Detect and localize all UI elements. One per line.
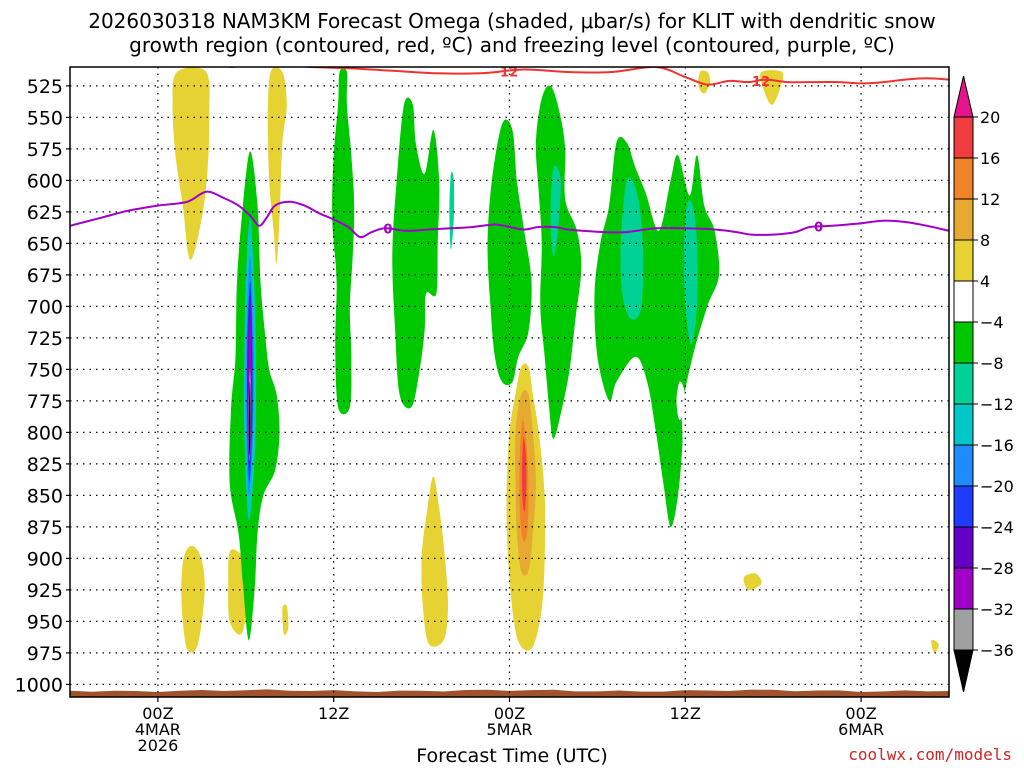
- x-tick-label-6-1: 4MAR: [135, 720, 181, 739]
- colorbar-band-1: [953, 157, 974, 200]
- colorbar-band-3: [953, 239, 974, 282]
- omega-region-22-rising: [620, 177, 644, 320]
- colorbar-label-10: −24: [980, 518, 1014, 537]
- omega-region-17-rising: [487, 119, 532, 386]
- ground-terrain: [70, 689, 949, 697]
- colorbar-label-11: −28: [980, 559, 1014, 578]
- y-tick-label-975: 975: [27, 643, 63, 665]
- colorbar-label-4: 4: [980, 272, 990, 291]
- y-tick-label-550: 550: [27, 107, 63, 129]
- colorbar-band-6: [953, 362, 974, 405]
- x-tick-label-54-1: 6MAR: [838, 720, 884, 739]
- colorbar-label-5: −4: [980, 313, 1004, 332]
- freezing-level-contour-label-1: 0: [814, 221, 823, 236]
- chart-title-line-1: 2026030318 NAM3KM Forecast Omega (shaded…: [88, 9, 936, 33]
- colorbar-bottom-arrow: [953, 649, 974, 693]
- colorbar-label-12: −32: [980, 600, 1014, 619]
- y-tick-label-775: 775: [27, 391, 63, 413]
- grid-layer: [70, 67, 949, 697]
- y-tick-label-725: 725: [27, 328, 63, 350]
- colorbar-band-4: [953, 280, 974, 323]
- omega-region-9-sinking: [931, 639, 939, 653]
- omega-region-15-rising: [332, 67, 355, 415]
- colorbar-band-10: [953, 526, 974, 569]
- omega-shading-layer: [70, 67, 949, 697]
- y-tick-label-650: 650: [27, 233, 63, 255]
- omega-region-18-rising: [535, 85, 582, 439]
- chart-title-line-2: growth region (contoured, red, ºC) and f…: [129, 33, 895, 57]
- omega-region-21-rising: [550, 165, 561, 257]
- colorbar-band-12: [953, 608, 974, 651]
- y-tick-label-850: 850: [27, 485, 63, 507]
- y-tick-label-625: 625: [27, 202, 63, 224]
- y-tick-label-1000: 1000: [15, 674, 63, 696]
- dendritic-minus12-contour-label-1: −12: [741, 75, 770, 90]
- x-tick-label-54-0: 00Z: [845, 704, 876, 723]
- omega-region-6-sinking: [282, 604, 289, 635]
- y-tick-label-925: 925: [27, 580, 63, 602]
- dendritic-minus12-contour-label-0: −12: [489, 65, 518, 80]
- omega-region-23-rising: [683, 200, 698, 345]
- omega-region-30-rising: [248, 381, 251, 456]
- x-tick-label-6-2: 2026: [138, 736, 179, 755]
- colorbar-label-7: −12: [980, 395, 1014, 414]
- colorbar-top-arrow: [953, 75, 974, 118]
- y-tick-label-600: 600: [27, 170, 63, 192]
- contour-layer: −12 −12 0 0: [70, 65, 949, 239]
- omega-region-13-sinking: [521, 438, 527, 512]
- colorbar-band-7: [953, 403, 974, 446]
- colorbar-label-1: 16: [980, 149, 1000, 168]
- omega-region-8-sinking: [743, 573, 762, 591]
- colorbar-label-2: 12: [980, 190, 1000, 209]
- credit-link[interactable]: coolwx.com/models: [848, 745, 1012, 764]
- colorbar-band-0: [953, 116, 974, 159]
- omega-region-0-sinking: [172, 67, 210, 260]
- omega-region-19-rising: [594, 136, 720, 528]
- freezing-level-contour-label-0: 0: [383, 223, 392, 238]
- omega-region-7-sinking: [421, 476, 449, 647]
- x-tick-label-30-1: 5MAR: [486, 720, 532, 739]
- omega-region-4-sinking: [181, 545, 205, 653]
- y-tick-label-825: 825: [27, 454, 63, 476]
- colorbar-band-8: [953, 444, 974, 487]
- omega-region-2-sinking: [698, 70, 711, 94]
- x-tick-label-18-0: 12Z: [318, 704, 349, 723]
- y-tick-label-750: 750: [27, 359, 63, 381]
- x-tick-label-6-0: 00Z: [142, 704, 173, 723]
- x-tick-label-42-0: 12Z: [670, 704, 701, 723]
- colorbar-label-13: −36: [980, 641, 1014, 660]
- y-tick-label-525: 525: [27, 76, 63, 98]
- y-tick-label-800: 800: [27, 422, 63, 444]
- colorbar-band-9: [953, 485, 974, 528]
- y-tick-label-900: 900: [27, 548, 63, 570]
- colorbar-label-0: 20: [980, 108, 1000, 127]
- dendritic-minus12-contour: [229, 67, 949, 86]
- x-axis-label: Forecast Time (UTC): [416, 745, 608, 767]
- y-tick-label-700: 700: [27, 296, 63, 318]
- omega-region-1-sinking: [267, 67, 287, 264]
- y-tick-label-675: 675: [27, 265, 63, 287]
- colorbar-band-2: [953, 198, 974, 241]
- y-tick-label-950: 950: [27, 611, 63, 633]
- colorbar-band-11: [953, 567, 974, 610]
- freezing-level-contour: [70, 190, 949, 239]
- omega-region-16-rising: [392, 97, 440, 409]
- omega-region-20-rising: [449, 171, 455, 250]
- colorbar-label-8: −16: [980, 436, 1014, 455]
- y-tick-label-575: 575: [27, 139, 63, 161]
- y-tick-label-875: 875: [27, 517, 63, 539]
- colorbar-label-3: 8: [980, 231, 990, 250]
- colorbar-band-5: [953, 321, 974, 364]
- x-tick-label-30-0: 00Z: [494, 704, 525, 723]
- colorbar-label-6: −8: [980, 354, 1004, 373]
- axis-layer: 525 550 575 600 625 650 675 700 725 750 775 800 825 8…: [15, 76, 884, 755]
- colorbar-label-9: −20: [980, 477, 1014, 496]
- colorbar: 20 16 12 8 4 −4 −8 −12 −16 −20 −24 −28 −32 −36: [953, 75, 1014, 693]
